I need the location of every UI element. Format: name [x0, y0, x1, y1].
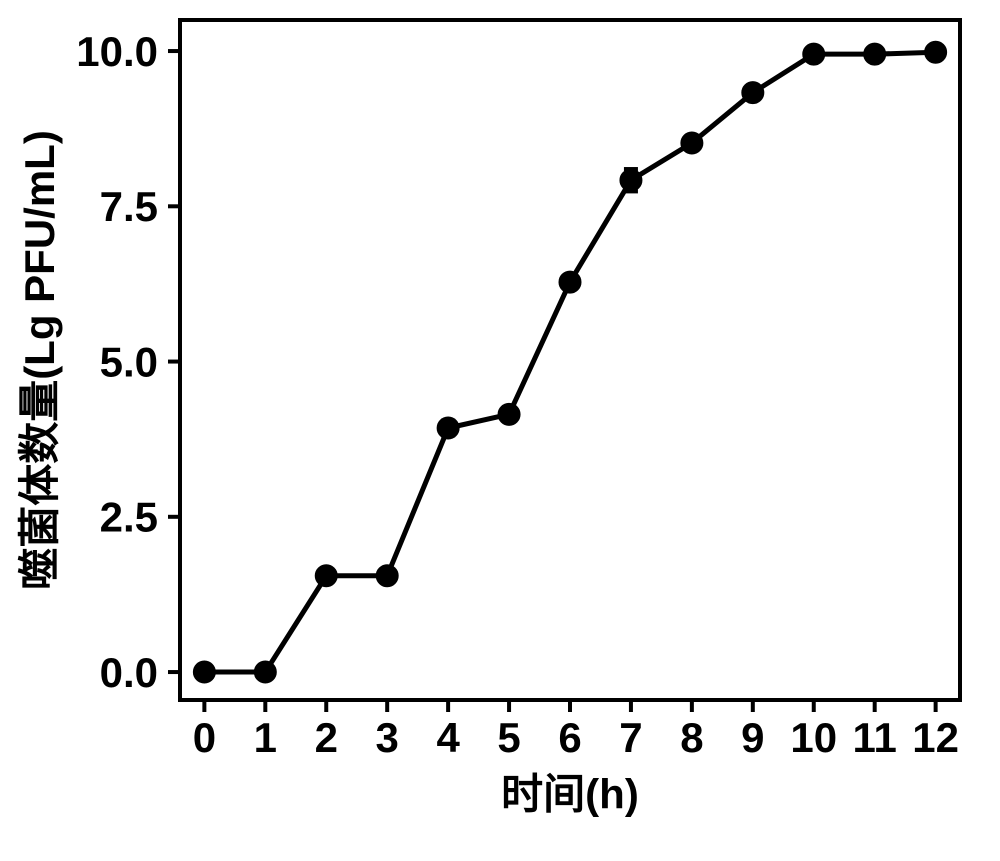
y-tick-label: 10.0 — [76, 28, 158, 75]
x-tick-label: 0 — [193, 714, 216, 761]
x-tick-label: 11 — [852, 714, 896, 761]
y-tick-label: 5.0 — [100, 338, 158, 385]
data-point — [620, 169, 642, 191]
x-tick-label: 12 — [912, 714, 959, 761]
x-tick-label: 5 — [497, 714, 520, 761]
data-point — [803, 43, 825, 65]
data-point — [193, 661, 215, 683]
data-point — [498, 403, 520, 425]
x-tick-label: 7 — [619, 714, 642, 761]
data-point — [681, 132, 703, 154]
data-point — [315, 565, 337, 587]
y-tick-label: 0.0 — [100, 649, 158, 696]
x-tick-label: 4 — [436, 714, 460, 761]
y-axis-title: 噬菌体数量(Lg PFU/mL) — [16, 130, 63, 590]
data-point — [559, 271, 581, 293]
data-point — [864, 43, 886, 65]
data-point — [925, 41, 947, 63]
x-tick-label: 10 — [790, 714, 837, 761]
data-point — [376, 565, 398, 587]
y-tick-label: 2.5 — [100, 494, 158, 541]
data-point — [742, 82, 764, 104]
x-tick-label: 2 — [315, 714, 338, 761]
data-point — [254, 661, 276, 683]
x-tick-label: 6 — [558, 714, 581, 761]
y-tick-label: 7.5 — [100, 183, 158, 230]
x-tick-label: 1 — [254, 714, 277, 761]
data-point — [437, 417, 459, 439]
x-axis-title: 时间(h) — [501, 771, 639, 818]
growth-curve-chart: 0123456789101112时间(h)0.02.55.07.510.0噬菌体… — [0, 0, 1000, 861]
x-tick-label: 3 — [376, 714, 399, 761]
x-tick-label: 9 — [741, 714, 764, 761]
chart-container: 0123456789101112时间(h)0.02.55.07.510.0噬菌体… — [0, 0, 1000, 861]
x-tick-label: 8 — [680, 714, 703, 761]
